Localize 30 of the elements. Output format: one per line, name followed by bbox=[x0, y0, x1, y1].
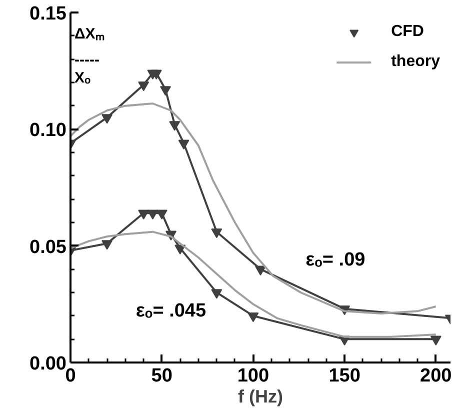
point bbox=[211, 228, 222, 238]
legend-label: CFD bbox=[391, 23, 424, 41]
annotation: εₒ= .045 bbox=[136, 300, 206, 322]
point bbox=[138, 81, 150, 92]
point bbox=[160, 86, 171, 96]
y-tick-label: 0.15 bbox=[30, 4, 67, 24]
point bbox=[430, 336, 442, 346]
x-tick-label: 100 bbox=[237, 366, 270, 386]
point bbox=[102, 240, 113, 250]
point bbox=[156, 210, 168, 220]
point bbox=[150, 70, 162, 80]
annotation: εₒ= .09 bbox=[306, 249, 366, 270]
x-tick-label: 50 bbox=[151, 366, 172, 386]
y-tick-label: 0.00 bbox=[30, 354, 67, 374]
point bbox=[178, 140, 190, 150]
y-tick-label: 0.05 bbox=[30, 236, 67, 258]
point bbox=[248, 312, 259, 322]
point bbox=[211, 289, 222, 299]
x-tick-label: 0 bbox=[65, 366, 76, 386]
point bbox=[138, 210, 150, 220]
y-axis-title: ΔXₘ ----- Xₒ bbox=[74, 26, 104, 86]
point bbox=[147, 210, 158, 220]
x-tick-label: 200 bbox=[420, 366, 452, 386]
x-axis-title: f (Hz) bbox=[238, 386, 283, 406]
point bbox=[169, 121, 180, 131]
point bbox=[102, 114, 113, 124]
point bbox=[255, 266, 266, 276]
legend-label: theory bbox=[391, 53, 440, 71]
x-tick-label: 150 bbox=[328, 366, 360, 386]
y-tick-label: 0.10 bbox=[30, 120, 67, 142]
